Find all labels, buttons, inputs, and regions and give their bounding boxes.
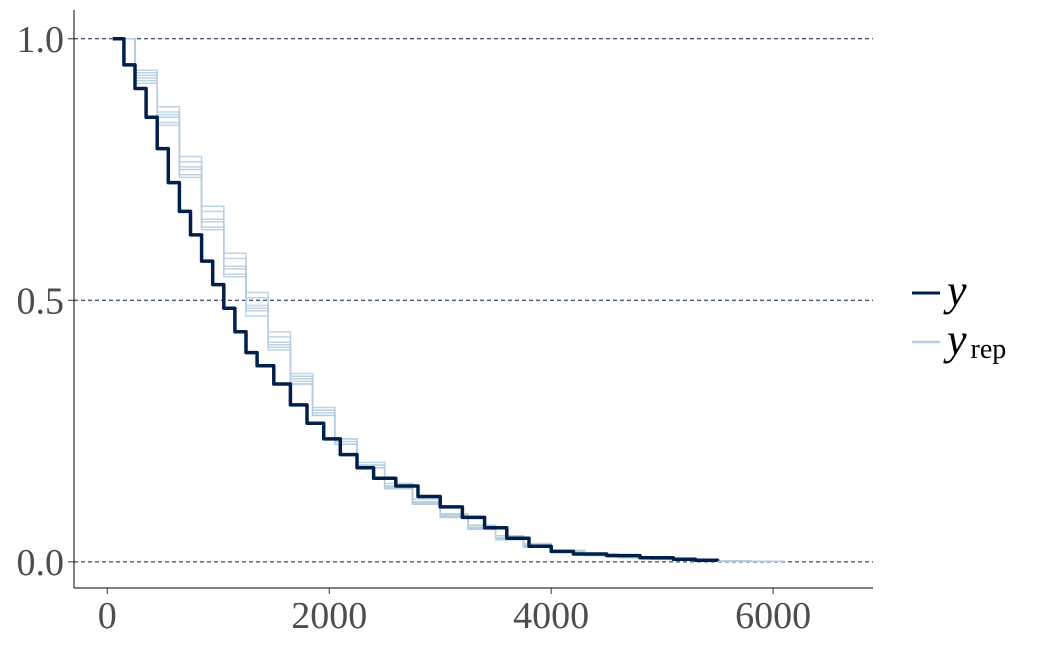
legend-label-yrep: y rep (943, 315, 1006, 365)
yrep-curve-5 (112, 38, 752, 563)
legend-label-y: y (943, 266, 967, 315)
x-tick-label: 2000 (291, 595, 367, 637)
reference-lines (74, 38, 873, 563)
y-tick-label: 0.5 (17, 280, 65, 322)
tick-labels: 0.0 0.5 1.0 0 2000 4000 6000 (17, 19, 812, 637)
legend: yy rep (912, 266, 1006, 365)
y-tick-label: 0.0 (17, 542, 65, 584)
y-curve (112, 37, 720, 563)
x-tick-label: 6000 (735, 595, 811, 637)
y-tick-label: 1.0 (17, 19, 65, 61)
y-curve-group (112, 37, 720, 563)
yrep-curve-4 (112, 38, 774, 563)
x-tick-label: 4000 (513, 595, 589, 637)
x-tick-label: 0 (98, 595, 117, 637)
axes (68, 10, 873, 594)
